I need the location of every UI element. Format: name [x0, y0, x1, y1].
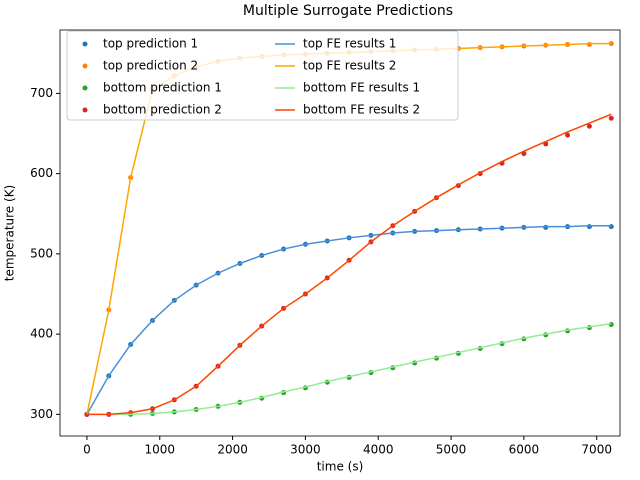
data-line: [86, 113, 612, 416]
legend-box: [66, 30, 459, 121]
data-line: [86, 322, 612, 416]
x-tick-label: 2000: [217, 443, 248, 457]
x-tick-label: 0: [83, 443, 91, 457]
legend-label: top FE results 1: [303, 37, 396, 51]
data-point: [565, 132, 571, 138]
y-tick-label: 300: [30, 407, 53, 421]
x-tick-label: 5000: [436, 443, 467, 457]
legend-marker: [82, 41, 88, 47]
x-tick-label: 4000: [363, 443, 394, 457]
legend-label: top prediction 2: [103, 59, 198, 73]
legend-marker: [82, 85, 88, 91]
legend-label: bottom prediction 1: [103, 81, 222, 95]
y-tick-label: 400: [30, 327, 53, 341]
data-point: [608, 224, 614, 230]
y-axis-label: temperature (K): [3, 185, 17, 281]
legend-marker: [82, 107, 88, 113]
legend-label: top prediction 1: [103, 37, 198, 51]
legend: top prediction 1 top prediction 2 bottom p…: [66, 30, 459, 121]
data-point: [608, 115, 614, 121]
data-point: [586, 123, 592, 129]
y-tick-label: 700: [30, 86, 53, 100]
axes-frame: [59, 29, 621, 437]
legend-label: bottom FE results 2: [303, 103, 420, 117]
y-tick-label: 500: [30, 246, 53, 260]
legend-label: bottom prediction 2: [103, 103, 222, 117]
data-point: [608, 41, 614, 47]
x-axis-label: time (s): [317, 460, 364, 474]
x-tick-label: 7000: [581, 443, 612, 457]
chart-title: Multiple Surrogate Predictions: [243, 3, 453, 19]
legend-label: bottom FE results 1: [303, 81, 420, 95]
x-tick-label: 3000: [290, 443, 321, 457]
x-tick-label: 1000: [144, 443, 175, 457]
legend-marker: [82, 63, 88, 69]
data-line: [86, 225, 612, 415]
legend-label: top FE results 2: [303, 59, 396, 73]
x-tick-label: 6000: [509, 443, 540, 457]
y-tick-label: 600: [30, 166, 53, 180]
